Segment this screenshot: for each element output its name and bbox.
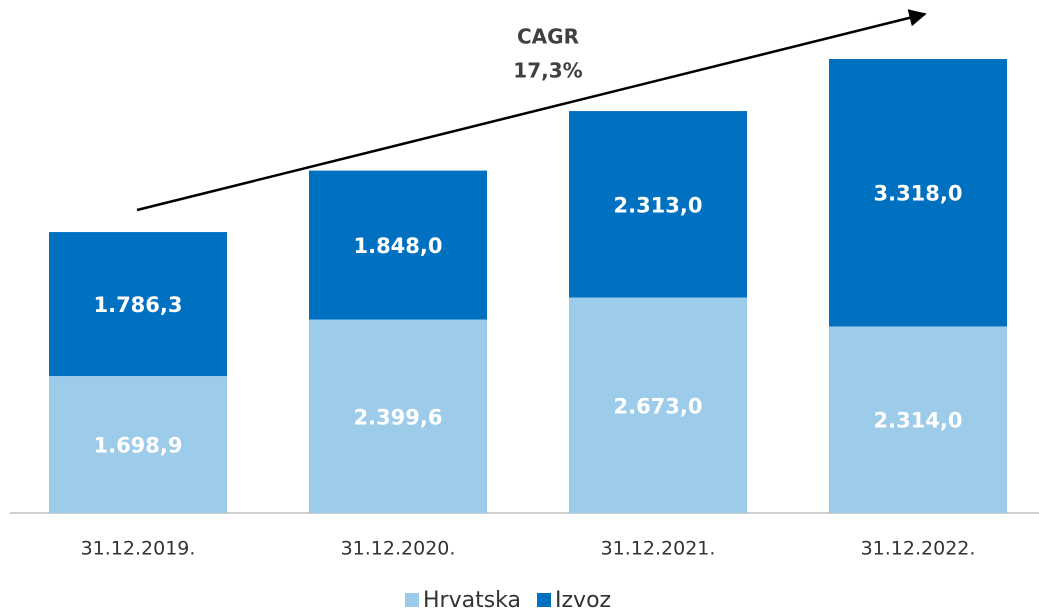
x-tick-label: 31.12.2020. — [341, 538, 456, 560]
legend-label: Izvoz — [555, 588, 611, 613]
value-label: 1.848,0 — [353, 234, 442, 258]
bar-segment — [829, 326, 1007, 513]
value-label: 2.313,0 — [613, 193, 702, 217]
legend-swatch — [537, 593, 552, 607]
value-label: 3.318,0 — [873, 182, 962, 206]
bar-segment — [569, 111, 747, 298]
x-tick-label: 31.12.2022. — [861, 538, 976, 560]
value-label: 2.673,0 — [613, 394, 702, 418]
cagr-arrow — [136, 9, 927, 212]
annotation: CAGR — [517, 25, 579, 49]
x-tick-label: 31.12.2021. — [601, 538, 716, 560]
x-tick-label: 31.12.2019. — [81, 538, 196, 560]
value-label: 2.399,6 — [353, 405, 442, 429]
bar-segment — [49, 232, 227, 377]
annotation: 17,3% — [513, 59, 582, 83]
bar-segment — [49, 376, 227, 513]
bar-segment — [829, 59, 1007, 327]
bar-segment — [569, 297, 747, 513]
legend-swatch — [405, 593, 419, 607]
legend-label: Hrvatska — [423, 588, 521, 613]
bar-segment — [309, 319, 487, 513]
value-label: 2.314,0 — [873, 409, 962, 433]
value-label: 1.786,3 — [93, 293, 182, 317]
value-label: 1.698,9 — [93, 434, 182, 458]
bar-segment — [309, 170, 487, 320]
